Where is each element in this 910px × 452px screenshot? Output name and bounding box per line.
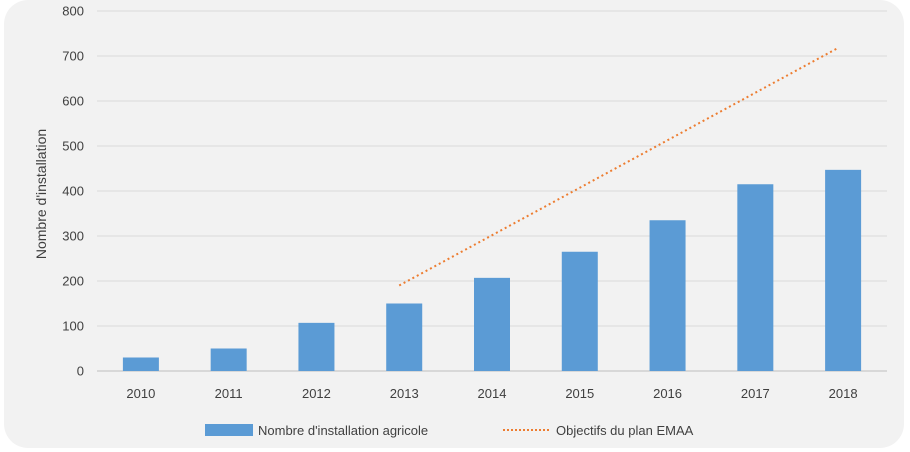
target-line-series: [398, 47, 839, 287]
y-tick-label: 600: [62, 94, 84, 109]
legend: Nombre d'installation agricole Objectifs…: [205, 423, 694, 438]
x-tick-label: 2018: [829, 386, 858, 401]
legend-swatch-bars: [205, 424, 253, 436]
y-axis-ticks: 0 100 200 300 400 500 600 700 800: [62, 4, 84, 379]
y-tick-label: 300: [62, 229, 84, 244]
x-tick-label: 2017: [741, 386, 770, 401]
bar-2017: [737, 184, 774, 371]
y-tick-label: 800: [62, 4, 84, 19]
x-tick-label: 2016: [653, 386, 682, 401]
bar-2014: [474, 277, 510, 371]
bar-series: [122, 169, 862, 371]
y-axis-label: Nombre d'installation: [33, 129, 49, 259]
x-tick-label: 2011: [215, 386, 243, 401]
x-tick-label: 2014: [478, 386, 507, 401]
x-axis-ticks: 2010 2011 2012 2013 2014 2015 2016 2017 2018: [126, 386, 857, 401]
bar-2013: [386, 303, 423, 371]
target-line: [398, 47, 839, 287]
y-tick-label: 500: [62, 139, 84, 154]
bar-2010: [122, 357, 159, 371]
y-tick-label: 700: [62, 49, 84, 64]
bar-2015: [561, 251, 598, 371]
bar-2011: [210, 348, 247, 371]
y-tick-label: 0: [77, 364, 84, 379]
x-tick-label: 2013: [390, 386, 419, 401]
bar-2018: [825, 169, 862, 371]
y-tick-label: 400: [62, 184, 84, 199]
bar-2016: [649, 220, 686, 371]
x-tick-label: 2015: [565, 386, 594, 401]
legend-label-line: Objectifs du plan EMAA: [556, 423, 694, 438]
x-tick-label: 2012: [302, 386, 331, 401]
x-tick-label: 2010: [126, 386, 155, 401]
y-tick-label: 200: [62, 274, 84, 289]
bar-2012: [298, 322, 335, 371]
y-tick-label: 100: [62, 319, 84, 334]
legend-label-bars: Nombre d'installation agricole: [258, 423, 428, 438]
